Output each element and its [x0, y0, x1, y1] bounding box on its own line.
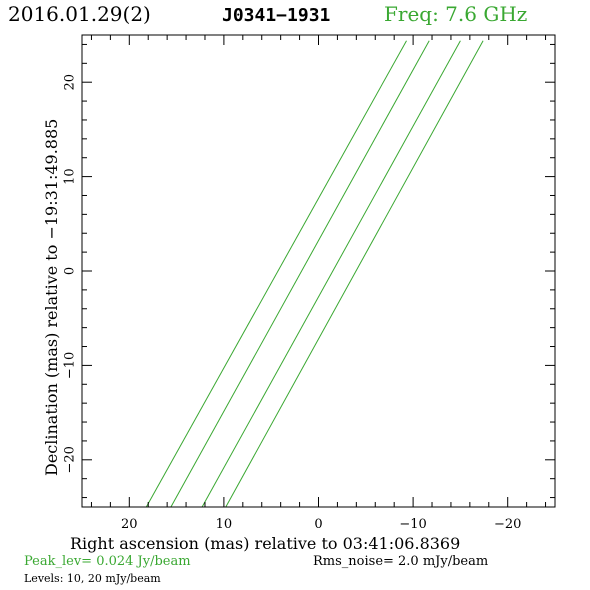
plot-frame	[81, 34, 556, 508]
y-tick-label: −20	[63, 446, 78, 473]
rms-noise: Rms_noise= 2.0 mJy/beam	[313, 554, 489, 569]
frequency-label: Freq: 7.6 GHz	[384, 2, 528, 26]
observation-date: 2016.01.29(2)	[8, 2, 151, 26]
peak-level: Peak_lev= 0.024 Jy/beam	[24, 554, 191, 569]
axis-ticks	[82, 35, 555, 507]
contour-line-3	[201, 40, 461, 508]
source-name: J0341−1931	[222, 5, 331, 26]
contour-line-1	[145, 40, 407, 508]
y-tick-label: −10	[63, 352, 78, 379]
y-tick-label: 0	[63, 267, 78, 275]
y-tick-label: 20	[63, 74, 78, 91]
axis-tick-labels: 20 10 0 −10 −20 20 10 0 −10 −20	[63, 74, 522, 532]
contour-levels: Levels: 10, 20 mJy/beam	[24, 572, 161, 585]
y-axis-label: Declination (mas) relative to −19:31:49.…	[42, 118, 61, 476]
contour-line-4	[225, 40, 484, 508]
x-tick-label: −20	[494, 517, 521, 532]
x-tick-label: 10	[216, 517, 233, 532]
x-tick-label: −10	[399, 517, 426, 532]
contour-lines	[145, 40, 484, 508]
x-axis-label: Right ascension (mas) relative to 03:41:…	[70, 534, 461, 553]
contour-line-2	[170, 40, 430, 508]
x-tick-label: 20	[121, 517, 138, 532]
y-tick-label: 10	[63, 168, 78, 185]
x-tick-label: 0	[314, 517, 322, 532]
